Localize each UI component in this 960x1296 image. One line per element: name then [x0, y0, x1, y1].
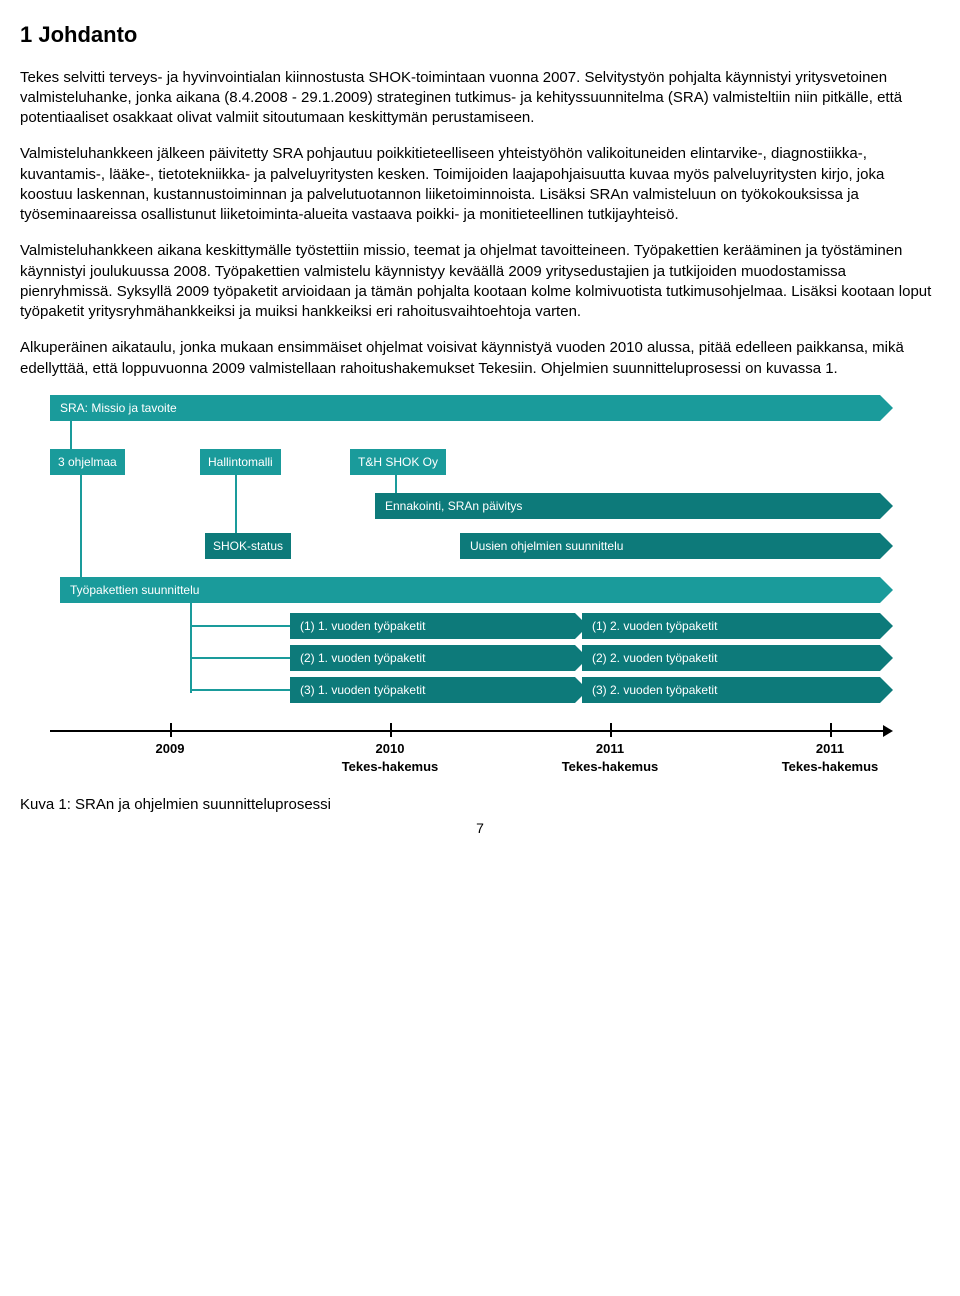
- figure-caption: Kuva 1: SRAn ja ohjelmien suunnittelupro…: [20, 795, 940, 815]
- year-label: 2009: [140, 740, 200, 758]
- tekes-label: Tekes-hakemus: [550, 758, 670, 776]
- connector-line: [395, 475, 397, 493]
- connector-line: [190, 625, 290, 627]
- year-label: 2011: [800, 740, 860, 758]
- paragraph: Alkuperäinen aikataulu, jonka mukaan ens…: [20, 338, 940, 379]
- tekes-label: Tekes-hakemus: [330, 758, 450, 776]
- connector-line: [80, 475, 82, 590]
- page-number: 7: [20, 819, 940, 838]
- timeline-tick: [830, 723, 832, 737]
- bar-3-ohjelmaa: 3 ohjelmaa: [50, 449, 125, 475]
- heading-1: 1 Johdanto: [20, 20, 940, 50]
- tekes-label: Tekes-hakemus: [770, 758, 890, 776]
- arrow-sra-missio: SRA: Missio ja tavoite: [50, 395, 880, 421]
- bar-shok-oy: T&H SHOK Oy: [350, 449, 446, 475]
- paragraph: Valmisteluhankkeen aikana keskittymälle …: [20, 241, 940, 322]
- connector-line: [190, 657, 290, 659]
- connector-line: [190, 689, 290, 691]
- arrow-wp-3-1: (3) 1. vuoden työpaketit: [290, 677, 575, 703]
- timeline-tick: [170, 723, 172, 737]
- bar-shok-status: SHOK-status: [205, 533, 291, 559]
- arrow-tyopakettien: Työpakettien suunnittelu: [60, 577, 880, 603]
- paragraph: Valmisteluhankkeen jälkeen päivitetty SR…: [20, 144, 940, 225]
- bar-hallintomalli: Hallintomalli: [200, 449, 281, 475]
- arrow-wp-2-2: (2) 2. vuoden työpaketit: [582, 645, 880, 671]
- arrow-ennakointi: Ennakointi, SRAn päivitys: [375, 493, 880, 519]
- year-label: 2010: [360, 740, 420, 758]
- arrow-uusien-ohjelmien: Uusien ohjelmien suunnittelu: [460, 533, 880, 559]
- connector-line: [70, 421, 72, 449]
- connector-line: [190, 603, 192, 693]
- arrow-wp-2-1: (2) 1. vuoden työpaketit: [290, 645, 575, 671]
- timeline-tick: [610, 723, 612, 737]
- paragraph: Tekes selvitti terveys- ja hyvinvointial…: [20, 68, 940, 129]
- arrow-wp-1-2: (1) 2. vuoden työpaketit: [582, 613, 880, 639]
- arrow-wp-1-1: (1) 1. vuoden työpaketit: [290, 613, 575, 639]
- arrow-wp-3-2: (3) 2. vuoden työpaketit: [582, 677, 880, 703]
- timeline-axis: [50, 730, 885, 732]
- process-diagram: SRA: Missio ja tavoite 3 ohjelmaa Hallin…: [20, 395, 900, 785]
- timeline-tick: [390, 723, 392, 737]
- year-label: 2011: [580, 740, 640, 758]
